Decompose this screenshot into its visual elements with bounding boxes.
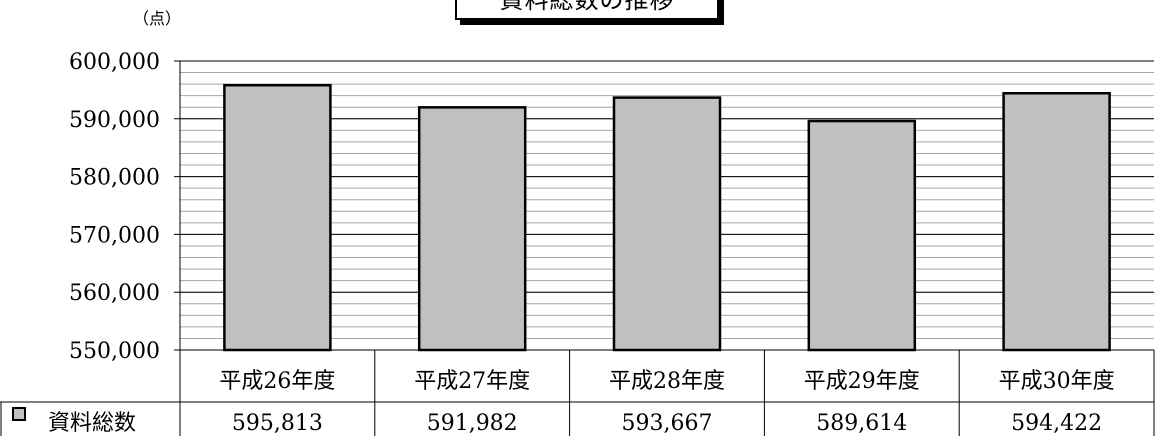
y-tick-label: 590,000 — [69, 108, 160, 133]
bars — [223, 83, 1111, 352]
x-category-label: 平成27年度 — [414, 369, 530, 394]
bar — [223, 83, 332, 352]
bar — [807, 119, 917, 352]
bar — [612, 96, 722, 352]
x-category-label: 平成26年度 — [219, 369, 335, 394]
y-tick-label: 580,000 — [69, 166, 160, 191]
y-axis-ticks: 550,000 560,000 570,000 580,000 590,000 600,0… — [69, 50, 160, 364]
data-value-label: 594,422 — [1011, 411, 1102, 436]
data-table: 平成26年度 595,813 平成27年度 591,982 平成28年度 593,667 平… — [0, 349, 1155, 436]
data-value-label: 595,813 — [232, 411, 323, 436]
data-value-label: 589,614 — [816, 411, 907, 436]
y-tick-label: 560,000 — [69, 281, 160, 306]
x-category-label: 平成29年度 — [804, 369, 920, 394]
bar — [1002, 91, 1111, 352]
bar — [417, 106, 527, 352]
y-tick-label: 600,000 — [69, 50, 160, 75]
y-tick-label: 550,000 — [69, 339, 160, 364]
y-unit-label: （点） — [133, 9, 181, 28]
data-value-label: 591,982 — [427, 411, 518, 436]
legend-swatch — [12, 407, 26, 421]
series-name: 資料総数 — [48, 411, 136, 436]
x-category-label: 平成30年度 — [999, 369, 1115, 394]
data-value-label: 593,667 — [622, 411, 713, 436]
y-tick-label: 570,000 — [69, 223, 160, 248]
x-category-label: 平成28年度 — [609, 369, 725, 394]
chart-title: 資料総数の推移 — [455, 0, 719, 20]
